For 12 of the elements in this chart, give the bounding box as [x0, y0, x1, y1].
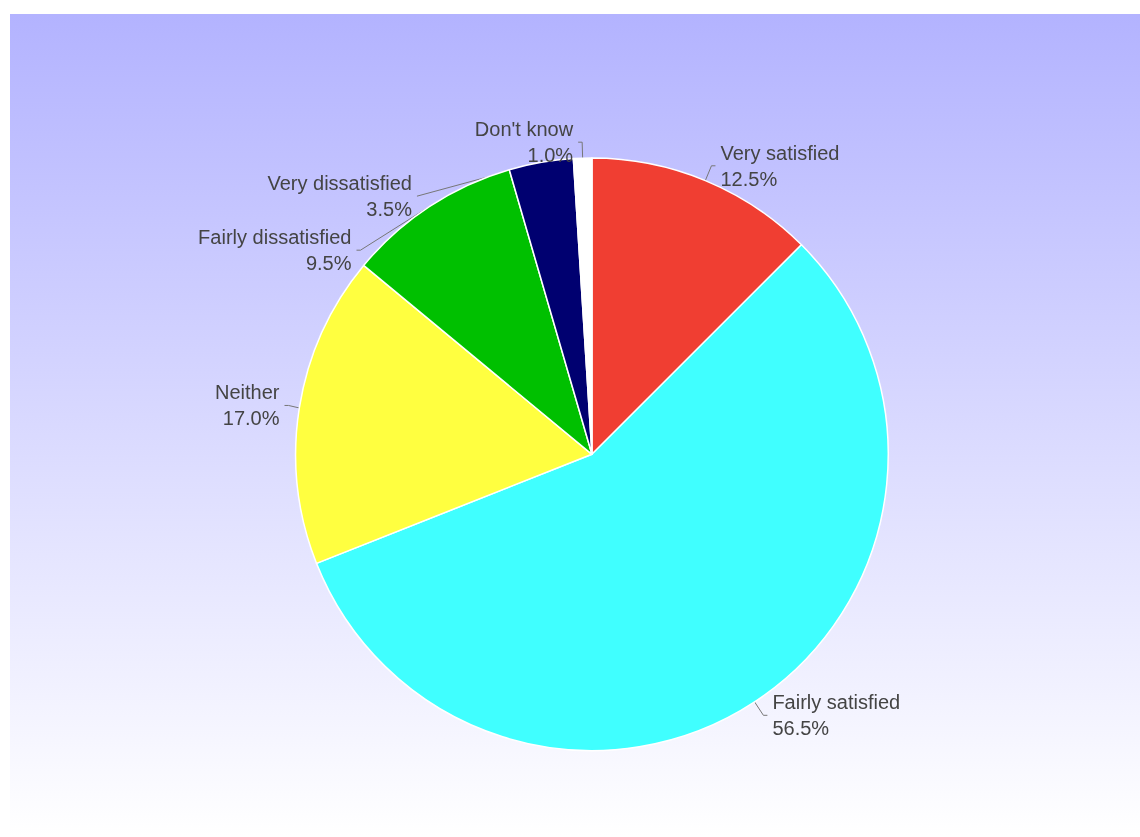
data-label: 9.5% — [305, 252, 352, 275]
data-label: 56.5% — [772, 717, 830, 740]
data-label: 1.0% — [527, 144, 574, 167]
slice-label: Fairly satisfied — [772, 691, 901, 714]
slice-label: Neither — [215, 381, 280, 404]
slice-label: Don't know — [474, 118, 574, 141]
data-label: 17.0% — [222, 407, 280, 430]
data-label: 12.5% — [720, 167, 778, 190]
slice-label: Very dissatisfied — [267, 172, 412, 195]
data-label: 3.5% — [366, 198, 413, 221]
slice-label: Very satisfied — [720, 141, 840, 164]
slice-label: Fairly dissatisfied — [198, 226, 352, 249]
